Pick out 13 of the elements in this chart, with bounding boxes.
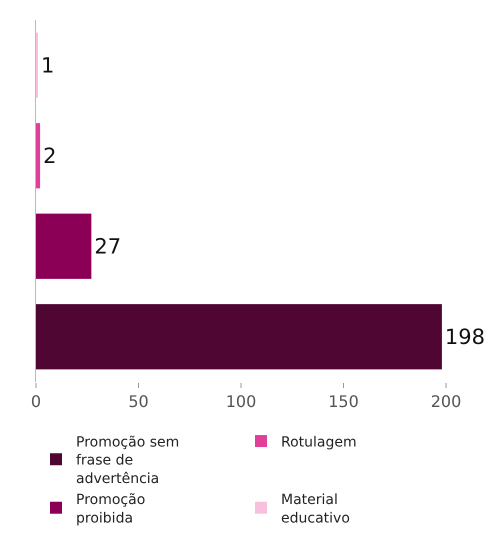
x-tick-label: 50 [128,392,149,412]
x-tick-label: 200 [430,392,462,412]
x-tick-label: 150 [328,392,359,412]
data-label: 198 [444,324,485,349]
legend-label: Material educativo [281,492,350,526]
data-label: 1 [41,53,54,78]
legend-label: Promoção sem frase de advertência [76,434,180,487]
x-tick-label: 0 [30,392,42,412]
data-label: 2 [43,144,56,168]
x-tick-label: 100 [226,392,256,412]
data-label: 27 [94,234,122,258]
legend-label: Promoção proibida [76,492,146,526]
legend-label: Rotulagem [281,434,357,450]
